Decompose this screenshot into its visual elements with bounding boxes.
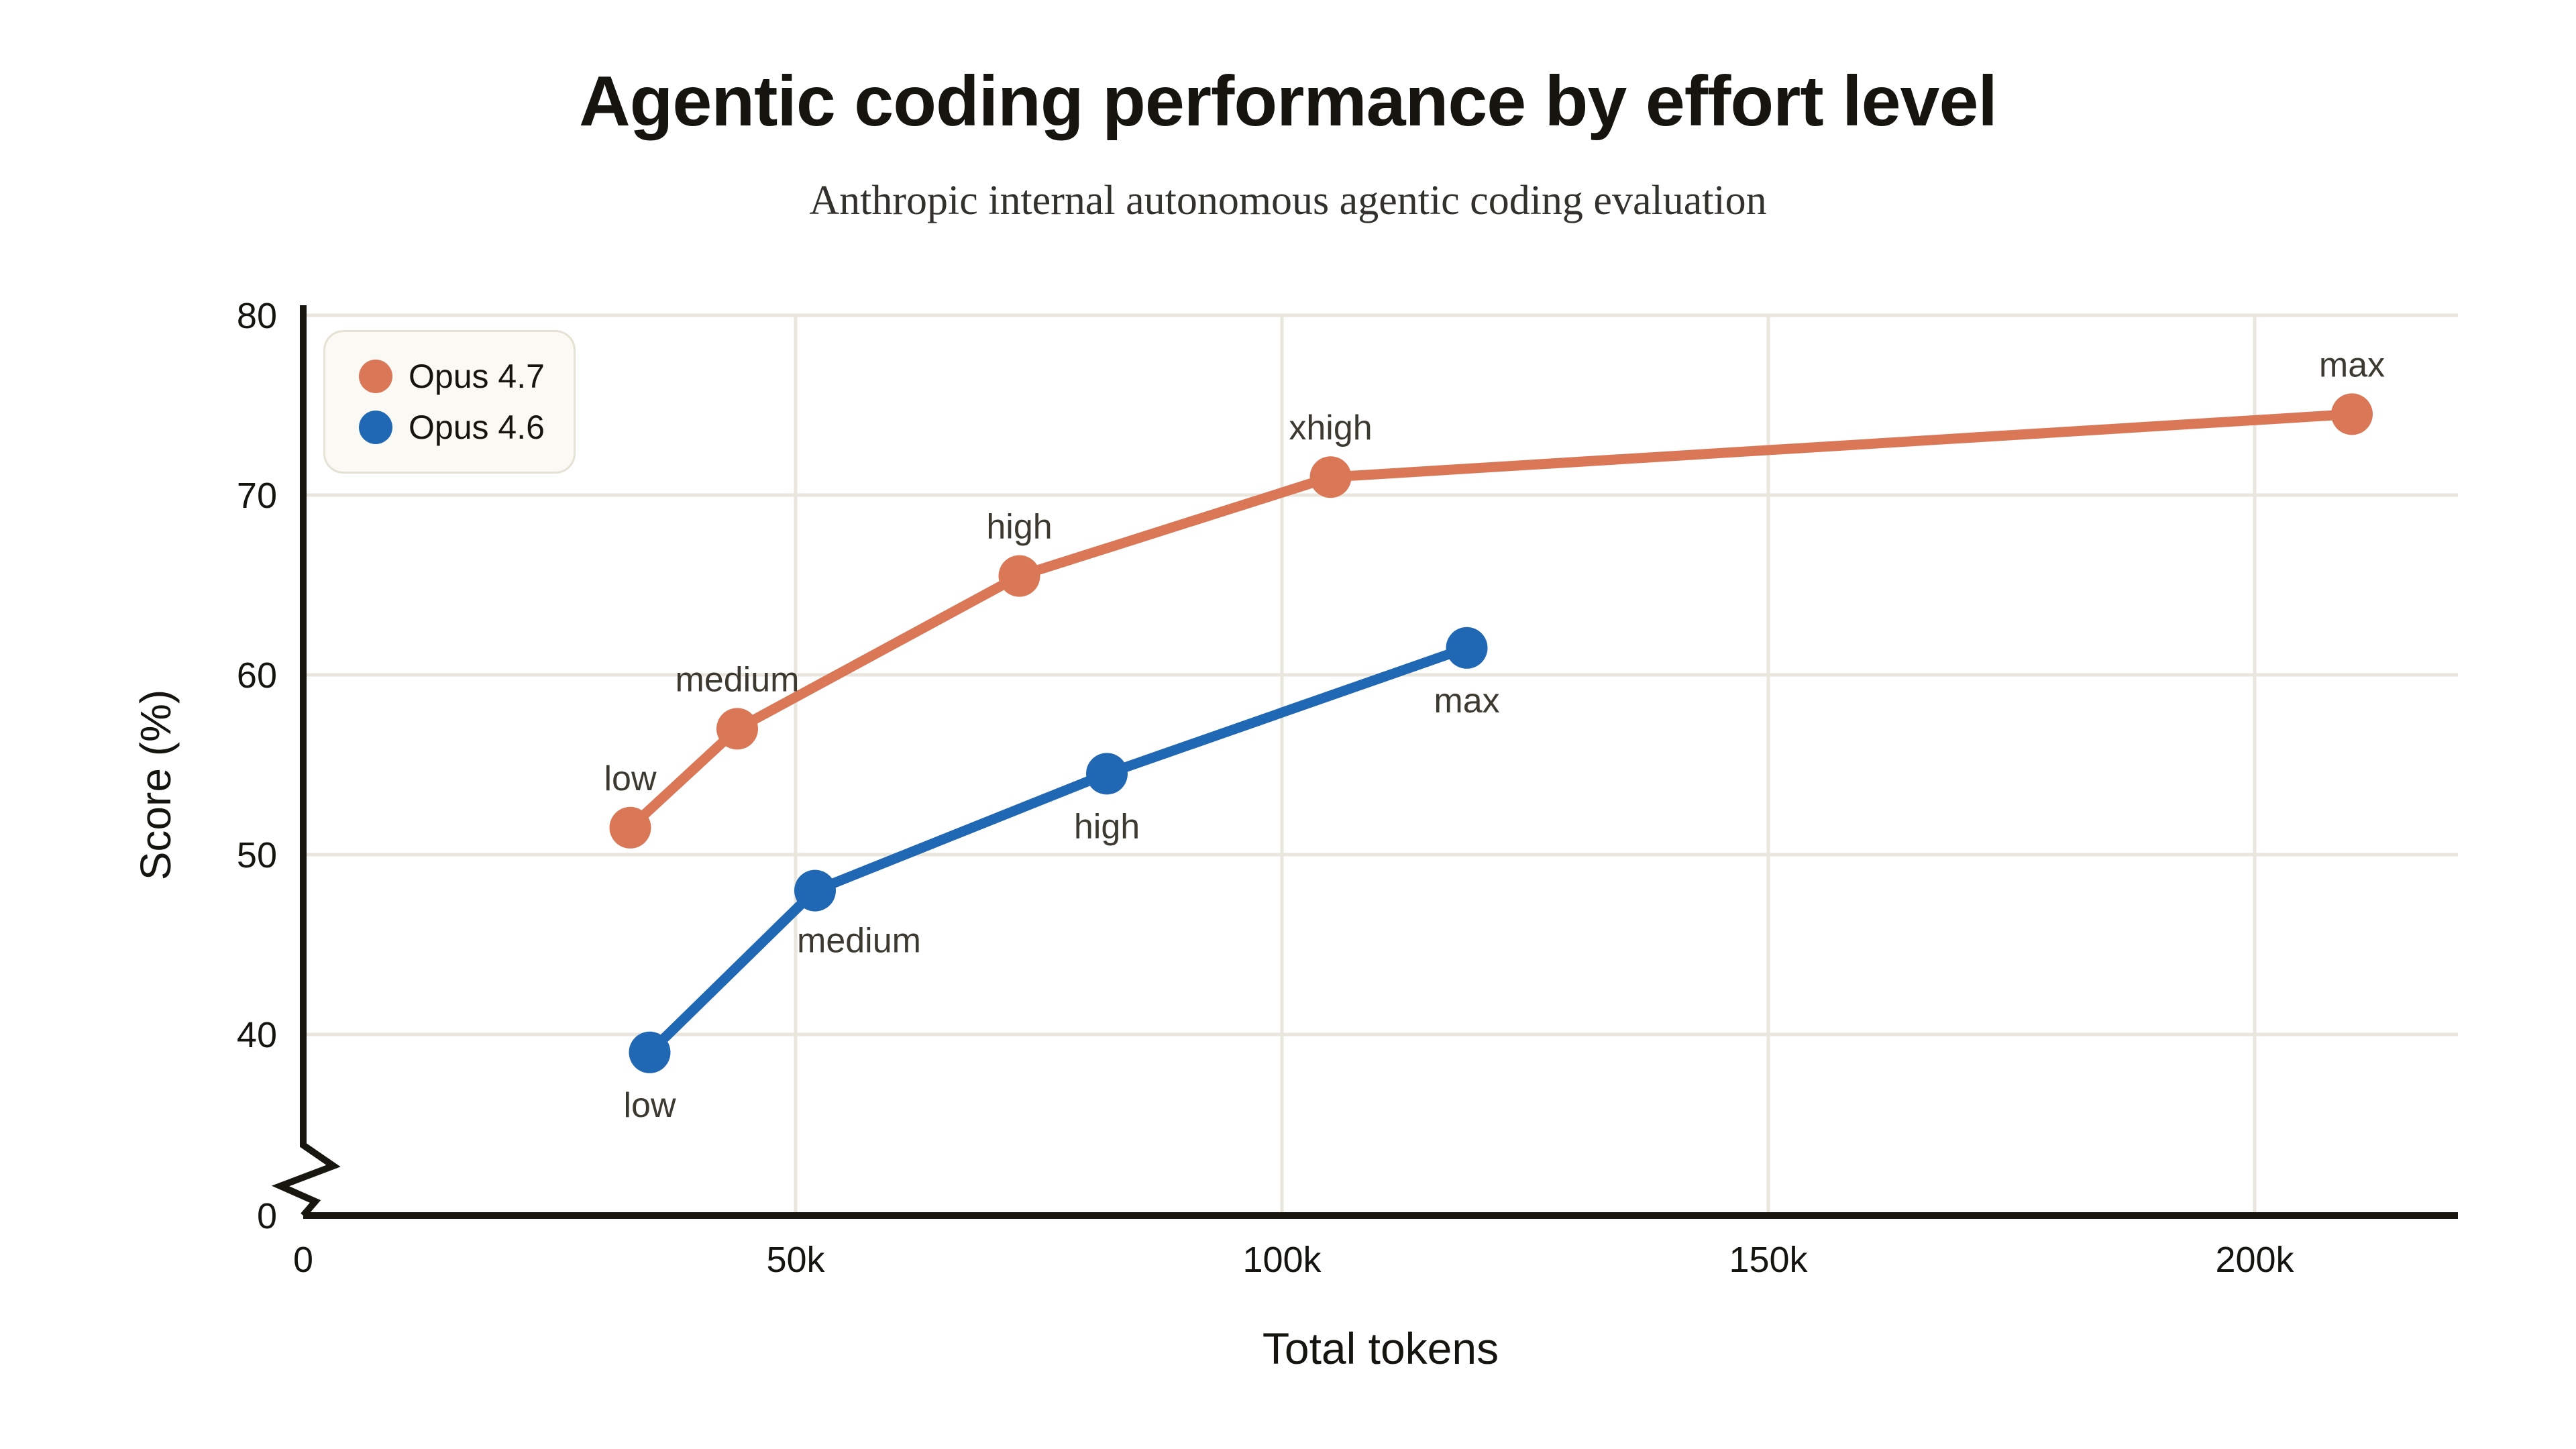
chart-title: Agentic coding performance by effort lev… xyxy=(579,62,1998,141)
point-label: high xyxy=(1074,807,1140,846)
data-point xyxy=(794,869,836,912)
data-point xyxy=(629,1031,671,1073)
y-tick-label: 60 xyxy=(237,655,277,696)
data-point xyxy=(609,806,651,849)
x-axis-title: Total tokens xyxy=(1262,1324,1499,1373)
point-label: low xyxy=(604,759,656,798)
x-tick-label: 0 xyxy=(293,1240,313,1280)
legend: Opus 4.7 Opus 4.6 xyxy=(323,330,576,474)
y-axis xyxy=(271,305,341,1218)
point-label: max xyxy=(1434,682,1499,720)
x-tick-label: 50k xyxy=(766,1240,825,1280)
legend-item-opus-4-6: Opus 4.6 xyxy=(359,411,574,444)
y-tick-label: 40 xyxy=(237,1015,277,1055)
x-tick-label: 100k xyxy=(1242,1240,1322,1280)
data-point xyxy=(1446,627,1488,669)
data-point xyxy=(1086,753,1128,795)
point-label: max xyxy=(2319,345,2385,384)
x-tick-label: 150k xyxy=(1729,1240,1808,1280)
legend-swatch-opus-4-7-icon xyxy=(359,360,392,393)
data-point xyxy=(716,708,758,750)
series-line-opus-4-6 xyxy=(645,643,1472,1058)
y-tick-label: 0 xyxy=(257,1196,277,1236)
point-label: xhigh xyxy=(1289,409,1372,447)
y-axis-title: Score (%) xyxy=(131,689,180,881)
y-tick-label: 50 xyxy=(237,835,277,875)
point-label: high xyxy=(986,508,1052,547)
data-point xyxy=(1309,456,1352,498)
point-label: medium xyxy=(797,922,921,961)
legend-item-opus-4-7: Opus 4.7 xyxy=(359,360,574,393)
legend-label-opus-4-7: Opus 4.7 xyxy=(409,358,545,395)
legend-label-opus-4-6: Opus 4.6 xyxy=(409,409,545,446)
point-label: low xyxy=(623,1086,676,1125)
point-label: medium xyxy=(676,660,800,699)
y-tick-label: 70 xyxy=(237,476,277,516)
legend-swatch-opus-4-6-icon xyxy=(359,411,392,444)
y-tick-label: 80 xyxy=(237,296,277,336)
data-point xyxy=(2331,393,2373,435)
data-point xyxy=(998,555,1040,597)
chart-subtitle: Anthropic internal autonomous agentic co… xyxy=(809,178,1767,223)
series-line-opus-4-7 xyxy=(625,409,2357,833)
x-tick-label: 200k xyxy=(2215,1240,2294,1280)
